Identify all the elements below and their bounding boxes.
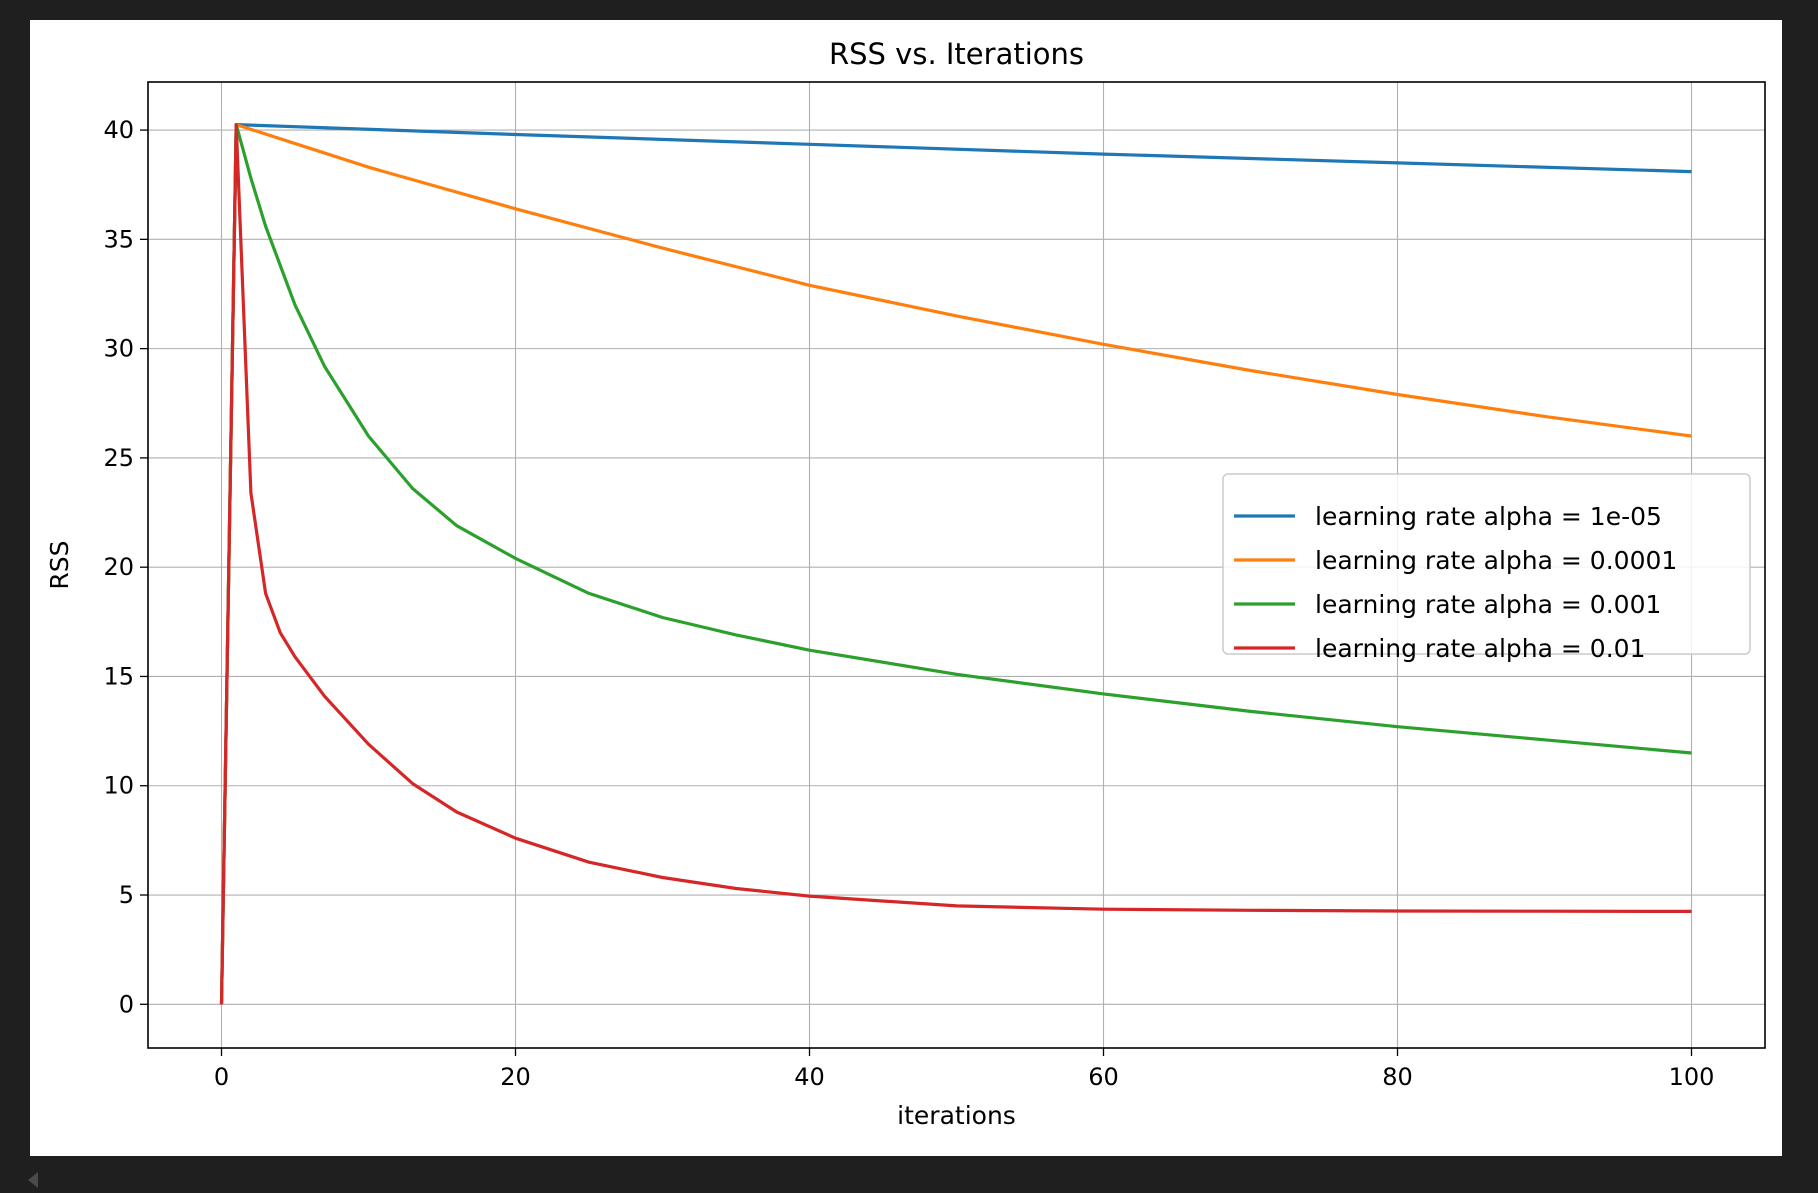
x-tick-label: 20 <box>500 1063 531 1091</box>
legend-label-3: learning rate alpha = 0.01 <box>1315 634 1645 663</box>
y-tick-label: 30 <box>103 335 134 363</box>
x-axis-label: iterations <box>897 1101 1016 1130</box>
legend-label-2: learning rate alpha = 0.001 <box>1315 590 1661 619</box>
legend-box <box>1222 473 1751 655</box>
y-tick-label: 25 <box>103 444 134 472</box>
x-tick-label: 100 <box>1669 1063 1715 1091</box>
y-tick-label: 0 <box>119 990 134 1018</box>
x-tick-label: 60 <box>1088 1063 1119 1091</box>
x-tick-label: 40 <box>794 1063 825 1091</box>
scroll-left-arrow-icon[interactable] <box>28 1172 38 1188</box>
chart-title: RSS vs. Iterations <box>829 37 1084 71</box>
y-tick-label: 35 <box>103 225 134 253</box>
series-line-2 <box>219 122 1692 1005</box>
series-line-1 <box>219 122 1692 1005</box>
legend-label-0: learning rate alpha = 1e-05 <box>1315 502 1662 531</box>
legend-label-1: learning rate alpha = 0.0001 <box>1315 546 1677 575</box>
x-tick-label: 0 <box>214 1063 229 1091</box>
rss-line-chart: 0 20 40 60 80 100 0 5 10 15 20 25 30 35 40 RSS vs. Ite… <box>45 37 1766 1130</box>
y-tick-label: 40 <box>103 116 134 144</box>
plot-frame <box>147 81 1766 1049</box>
y-tick-label: 20 <box>103 553 134 581</box>
series-lines <box>219 122 1692 1005</box>
x-tick-label: 80 <box>1382 1063 1413 1091</box>
series-line-3 <box>219 122 1692 1005</box>
figure-canvas: 0 20 40 60 80 100 0 5 10 15 20 25 30 35 40 RSS vs. Ite… <box>30 20 1782 1156</box>
y-tick-label: 15 <box>103 662 134 690</box>
y-axis-label: RSS <box>45 540 74 589</box>
y-tick-label: 10 <box>103 772 134 800</box>
axis-ticks: 0 20 40 60 80 100 0 5 10 15 20 25 30 35 40 <box>103 116 1714 1091</box>
y-tick-label: 5 <box>119 881 134 909</box>
legend: learning rate alpha = 1e-05 learning rate… <box>1222 473 1751 663</box>
